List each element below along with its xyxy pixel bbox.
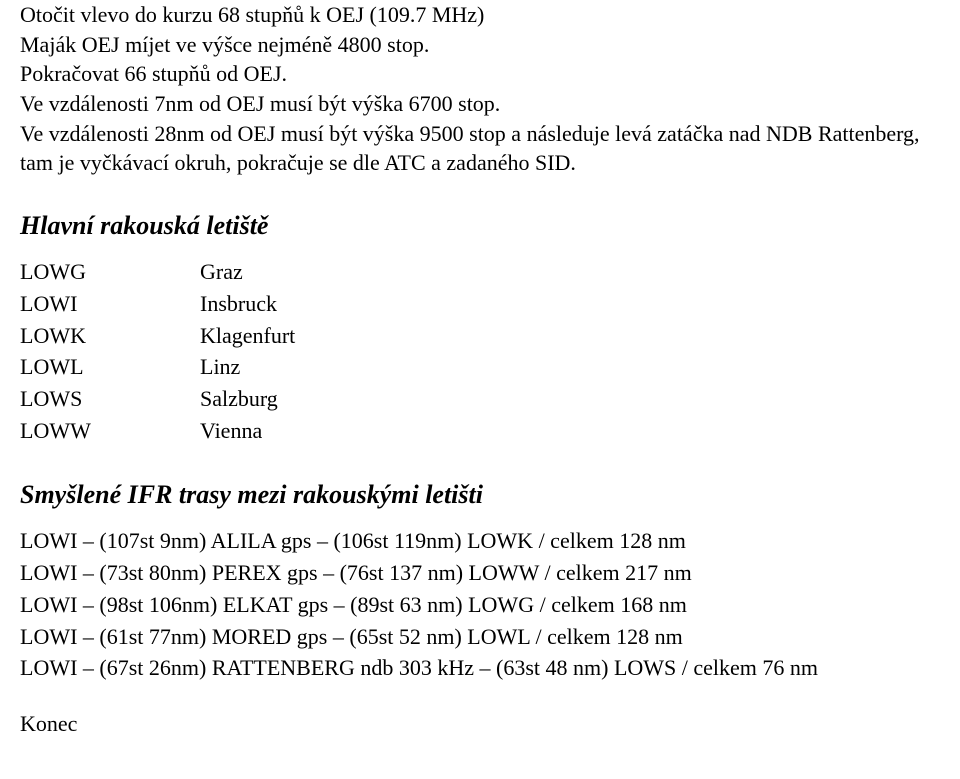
airport-name: Linz (200, 352, 295, 384)
routes-list: LOWI – (107st 9nm) ALILA gps – (106st 11… (20, 526, 940, 682)
airport-code: LOWS (20, 384, 200, 416)
table-row: LOWK Klagenfurt (20, 321, 295, 353)
intro-line-1: Otočit vlevo do kurzu 68 stupňů k OEJ (1… (20, 0, 940, 30)
intro-line-5: Ve vzdálenosti 28nm od OEJ musí být výšk… (20, 119, 940, 178)
route-item: LOWI – (107st 9nm) ALILA gps – (106st 11… (20, 526, 940, 556)
airport-code: LOWK (20, 321, 200, 353)
table-row: LOWI Insbruck (20, 289, 295, 321)
route-item: LOWI – (67st 26nm) RATTENBERG ndb 303 kH… (20, 653, 940, 683)
airports-table: LOWG Graz LOWI Insbruck LOWK Klagenfurt … (20, 257, 295, 447)
airport-code: LOWG (20, 257, 200, 289)
table-row: LOWS Salzburg (20, 384, 295, 416)
route-item: LOWI – (73st 80nm) PEREX gps – (76st 137… (20, 558, 940, 588)
airport-name: Insbruck (200, 289, 295, 321)
intro-line-4: Ve vzdálenosti 7nm od OEJ musí být výška… (20, 89, 940, 119)
table-row: LOWW Vienna (20, 416, 295, 448)
airport-code: LOWW (20, 416, 200, 448)
airports-heading: Hlavní rakouská letiště (20, 208, 940, 243)
airport-name: Graz (200, 257, 295, 289)
route-item: LOWI – (61st 77nm) MORED gps – (65st 52 … (20, 622, 940, 652)
route-item: LOWI – (98st 106nm) ELKAT gps – (89st 63… (20, 590, 940, 620)
end-marker: Konec (20, 709, 940, 739)
airport-code: LOWL (20, 352, 200, 384)
table-row: LOWL Linz (20, 352, 295, 384)
page: Otočit vlevo do kurzu 68 stupňů k OEJ (1… (0, 0, 960, 779)
intro-line-2: Maják OEJ míjet ve výšce nejméně 4800 st… (20, 30, 940, 60)
intro-line-3: Pokračovat 66 stupňů od OEJ. (20, 59, 940, 89)
airport-name: Salzburg (200, 384, 295, 416)
airport-name: Klagenfurt (200, 321, 295, 353)
table-row: LOWG Graz (20, 257, 295, 289)
routes-heading: Smyšlené IFR trasy mezi rakouskými letiš… (20, 477, 940, 512)
airport-name: Vienna (200, 416, 295, 448)
airport-code: LOWI (20, 289, 200, 321)
